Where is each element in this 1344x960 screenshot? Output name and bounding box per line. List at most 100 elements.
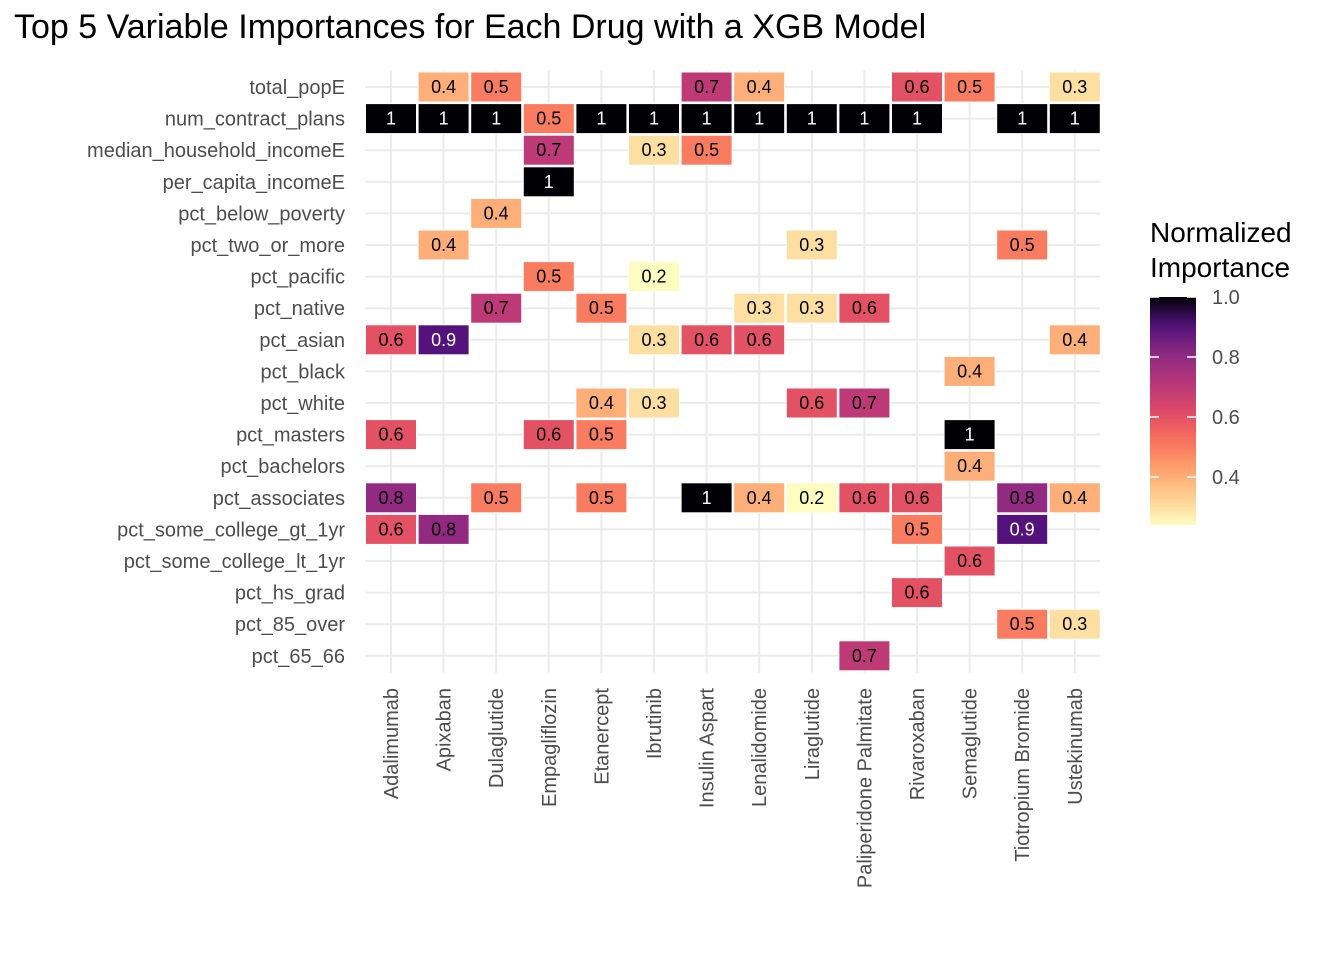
x-tick-label: Dulaglutide — [486, 688, 508, 788]
heatmap-cell — [680, 103, 733, 135]
heatmap-cell — [996, 482, 1049, 514]
heatmap-cell — [733, 71, 786, 103]
cell-value-label: 0.6 — [904, 77, 929, 97]
cell-value-label: 0.3 — [799, 298, 824, 318]
heatmap-cell — [522, 103, 575, 135]
cell-value-label: 0.7 — [852, 646, 877, 666]
cell-value-label: 0.7 — [536, 140, 561, 160]
y-tick-label: pct_black — [261, 361, 346, 383]
cell-value-label: 0.5 — [904, 519, 929, 539]
cell-value-label: 1 — [807, 109, 817, 129]
x-tick-label: Ibrutinib — [644, 688, 666, 759]
heatmap-cell — [680, 482, 733, 514]
y-tick-label: pct_white — [261, 393, 346, 415]
cell-value-label: 1 — [965, 425, 975, 445]
heatmap-cell — [417, 324, 470, 356]
cell-value-label: 0.4 — [589, 393, 614, 413]
heatmap-cell — [575, 387, 628, 419]
cell-value-label: 1 — [386, 109, 396, 129]
cell-value-label: 0.3 — [799, 235, 824, 255]
y-tick-label: pct_below_poverty — [178, 203, 345, 225]
heatmap-cell — [785, 482, 838, 514]
y-tick-label: pct_some_college_lt_1yr — [124, 551, 346, 573]
heatmap-cell — [943, 545, 996, 577]
heatmap-cell — [943, 419, 996, 451]
cell-value-label: 1 — [491, 109, 501, 129]
cell-value-label: 1 — [439, 109, 449, 129]
heatmap-cell — [943, 71, 996, 103]
y-tick-label: pct_some_college_gt_1yr — [117, 519, 345, 541]
cell-value-label: 0.5 — [694, 140, 719, 160]
heatmap-cell — [522, 261, 575, 293]
heatmap-cell — [522, 166, 575, 198]
heatmap-cell — [943, 450, 996, 482]
x-tick-label: Apixaban — [434, 688, 456, 771]
x-tick-label: Liraglutide — [802, 688, 824, 780]
cell-value-label: 0.5 — [589, 425, 614, 445]
y-tick-label: total_popE — [249, 77, 345, 99]
y-tick-label: pct_associates — [213, 488, 345, 510]
heatmap-cell — [785, 103, 838, 135]
heatmap-cell — [365, 324, 417, 356]
cell-value-label: 0.5 — [484, 77, 509, 97]
heatmap-cell — [838, 387, 891, 419]
cell-value-label: 0.6 — [904, 583, 929, 603]
cell-value-label: 0.5 — [1010, 614, 1035, 634]
heatmap-cell — [785, 292, 838, 324]
y-axis-labels: total_popE num_contract_plans median_house… — [87, 77, 346, 668]
heatmap-cell — [365, 513, 417, 545]
cell-value-label: 0.3 — [747, 298, 772, 318]
heatmap-cell — [1048, 608, 1101, 640]
legend-tick-label: 0.8 — [1212, 347, 1240, 369]
heatmap-cell — [1048, 324, 1101, 356]
cell-value-label: 1 — [912, 109, 922, 129]
y-tick-label: pct_masters — [236, 425, 345, 447]
heatmap-cell — [417, 229, 470, 261]
heatmap-cell — [365, 419, 417, 451]
x-tick-label: Insulin Aspart — [697, 688, 719, 809]
heatmap-cell — [575, 482, 628, 514]
legend-title: Importance — [1150, 252, 1290, 283]
heatmap-cell — [733, 292, 786, 324]
heatmap-cell — [785, 387, 838, 419]
cell-value-label: 0.3 — [1062, 614, 1087, 634]
heatmap-cell — [470, 71, 523, 103]
cell-value-label: 0.4 — [957, 456, 982, 476]
heatmap-cell — [785, 229, 838, 261]
cell-value-label: 0.5 — [536, 267, 561, 287]
heatmap-cell — [891, 482, 943, 514]
cell-value-label: 1 — [649, 109, 659, 129]
heatmap-cell — [680, 71, 733, 103]
cell-value-label: 0.3 — [641, 140, 666, 160]
cell-value-label: 0.2 — [799, 488, 824, 508]
legend-colorbar — [1150, 297, 1196, 525]
heatmap-cell — [575, 103, 628, 135]
cell-value-label: 0.5 — [589, 488, 614, 508]
cell-value-label: 0.6 — [904, 488, 929, 508]
cell-value-label: 0.9 — [431, 330, 456, 350]
heatmap-cell — [733, 324, 786, 356]
cell-value-label: 0.6 — [694, 330, 719, 350]
heatmap-cell — [733, 103, 786, 135]
heatmap-cell — [1048, 71, 1101, 103]
cell-value-label: 0.5 — [589, 298, 614, 318]
heatmap-cell — [891, 103, 943, 135]
cell-value-label: 1 — [702, 488, 712, 508]
cell-value-label: 0.4 — [431, 77, 456, 97]
heatmap-cell — [417, 513, 470, 545]
heatmap-cell — [680, 134, 733, 166]
heatmap-cell — [522, 419, 575, 451]
heatmap-cell — [733, 482, 786, 514]
x-tick-label: Etanercept — [591, 688, 613, 785]
x-tick-label: Ustekinumab — [1065, 688, 1087, 805]
heatmap-cell — [365, 482, 417, 514]
cell-value-label: 0.8 — [1010, 488, 1035, 508]
cell-value-label: 0.4 — [1062, 330, 1087, 350]
heatmap-cell — [365, 103, 417, 135]
cell-value-label: 0.4 — [431, 235, 456, 255]
heatmap-cell — [891, 513, 943, 545]
heatmap-cell — [838, 640, 891, 672]
heatmap-cell — [943, 355, 996, 387]
heatmap-cell — [996, 608, 1049, 640]
